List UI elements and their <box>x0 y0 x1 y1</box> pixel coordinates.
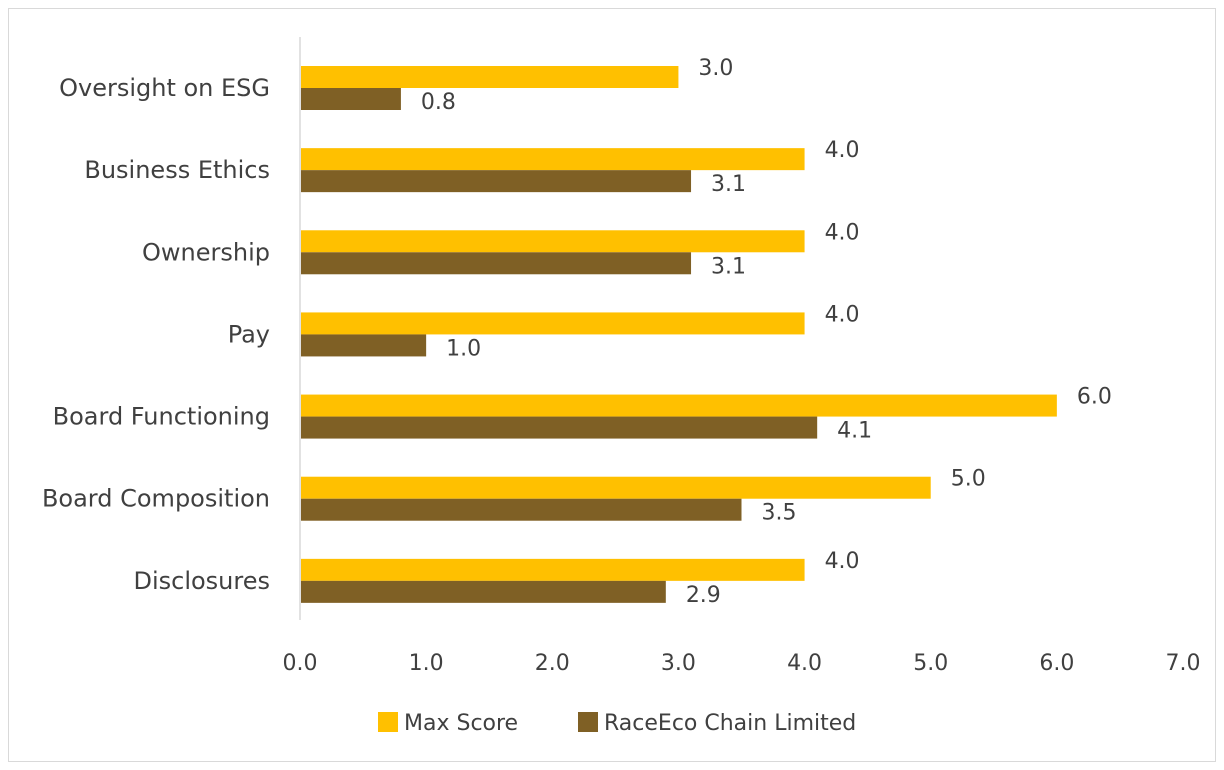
category-label: Board Functioning <box>53 403 270 431</box>
bar <box>301 66 679 88</box>
labels-layer: Oversight on ESG 3.0 0.8 Business Ethics 4.0… <box>42 56 1112 608</box>
bar <box>301 170 692 193</box>
data-label: 3.1 <box>711 254 746 279</box>
x-tick-label: 1.0 <box>409 651 444 676</box>
data-label: 2.9 <box>686 583 721 608</box>
bars-layer <box>301 66 1057 603</box>
legend-label: Max Score <box>404 711 518 736</box>
x-tick-label: 3.0 <box>661 651 696 676</box>
data-label: 3.1 <box>711 172 746 197</box>
x-tick-label: 7.0 <box>1166 651 1201 676</box>
category-label: Board Composition <box>42 485 270 513</box>
bar <box>301 580 666 603</box>
data-label: 4.0 <box>825 138 860 163</box>
bar <box>301 416 818 439</box>
bar <box>301 148 805 171</box>
bar <box>301 312 805 335</box>
data-label: 4.0 <box>825 302 860 327</box>
data-label: 1.0 <box>446 336 481 361</box>
data-label: 5.0 <box>951 467 986 492</box>
data-label: 4.1 <box>837 419 872 444</box>
axis-layer: 0.0 1.0 2.0 3.0 4.0 5.0 6.0 7.0 <box>283 37 1201 676</box>
legend-label: RaceEco Chain Limited <box>604 711 856 736</box>
x-tick-label: 6.0 <box>1039 651 1074 676</box>
category-label: Ownership <box>142 238 270 266</box>
category-label: Disclosures <box>133 567 270 595</box>
bar <box>301 334 427 357</box>
x-tick-label: 0.0 <box>283 651 318 676</box>
data-label: 3.5 <box>762 501 797 526</box>
bar <box>301 230 805 253</box>
legend: Max Score RaceEco Chain Limited <box>378 711 856 736</box>
bar <box>301 88 401 110</box>
legend-swatch <box>578 712 598 732</box>
data-label: 4.0 <box>825 220 860 245</box>
category-label: Oversight on ESG <box>59 74 270 102</box>
x-tick-label: 4.0 <box>787 651 822 676</box>
category-label: Pay <box>228 320 270 348</box>
bar <box>301 498 742 521</box>
data-label: 6.0 <box>1077 385 1112 410</box>
data-label: 4.0 <box>825 549 860 574</box>
chart-frame <box>8 8 1216 762</box>
bar <box>301 558 805 581</box>
bar <box>301 476 931 499</box>
x-tick-label: 2.0 <box>535 651 570 676</box>
legend-swatch <box>378 712 398 732</box>
x-tick-label: 5.0 <box>913 651 948 676</box>
data-label: 3.0 <box>698 56 733 81</box>
bar <box>301 252 692 275</box>
category-label: Business Ethics <box>84 156 270 184</box>
data-label: 0.8 <box>421 90 456 115</box>
bar <box>301 394 1057 417</box>
